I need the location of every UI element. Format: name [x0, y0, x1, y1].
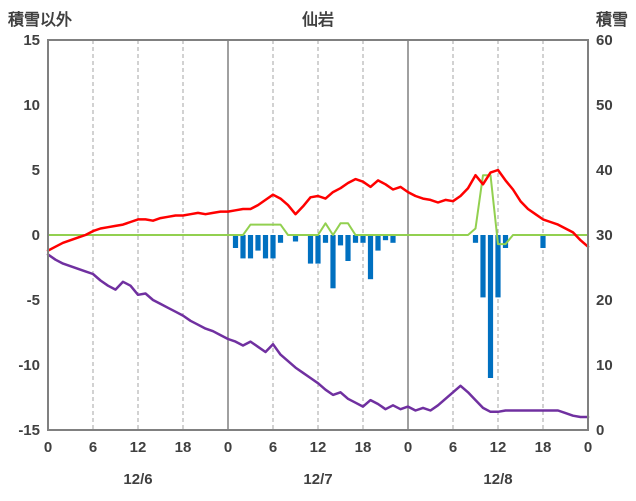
- y-right-tick-label: 60: [596, 32, 613, 49]
- blue_bars-bar: [502, 235, 509, 248]
- blue_bars-bar: [240, 235, 246, 259]
- green_line: [47, 174, 589, 246]
- y-left-tick-label: -5: [27, 292, 40, 309]
- x-hour-tick-label: 12: [310, 439, 327, 456]
- blue_bars-bar: [540, 235, 546, 248]
- y-left-tick-label: 15: [23, 32, 40, 49]
- purple_line: [46, 253, 590, 419]
- y-right-tick-label: 20: [596, 292, 613, 309]
- blue_bars-bar: [352, 235, 359, 243]
- blue_bars-bar: [390, 235, 396, 243]
- x-day-label: 12/6: [123, 471, 152, 488]
- x-hour-tick-label: 6: [449, 439, 457, 456]
- chart-title: 仙岩: [301, 12, 335, 29]
- blue_bars-bar: [337, 235, 344, 246]
- blue_bars-bar: [472, 235, 479, 243]
- blue_bars-bar: [307, 235, 314, 264]
- x-day-label: 12/8: [483, 471, 512, 488]
- blue_bars-bar: [480, 235, 486, 298]
- x-hour-tick-label: 6: [269, 439, 277, 456]
- blue_bars-bar: [292, 235, 299, 242]
- plot-border: [47, 39, 589, 431]
- blue_bars-bar: [315, 235, 321, 264]
- blue_bars-bar: [270, 235, 276, 259]
- blue_bars-bar: [375, 235, 381, 251]
- blue_bars-bar: [487, 235, 494, 378]
- y-right-tick-label: 30: [596, 227, 613, 244]
- y-left-tick-label: 10: [23, 97, 40, 114]
- right-axis-title: 積雪: [595, 12, 628, 29]
- y-left-tick-label: -10: [18, 357, 40, 374]
- blue_bars-bar: [345, 235, 351, 261]
- x-hour-tick-label: 18: [535, 439, 552, 456]
- y-right-tick-label: 40: [596, 162, 613, 179]
- y-right-tick-label: 0: [596, 422, 604, 439]
- x-hour-tick-label: 0: [584, 439, 592, 456]
- blue_bars-bar: [262, 235, 269, 259]
- x-hour-tick-label: 0: [44, 439, 52, 456]
- x-hour-tick-label: 0: [224, 439, 232, 456]
- blue_bars-bar: [382, 235, 389, 241]
- blue_bars-bar: [367, 235, 374, 280]
- y-left-tick-label: 0: [32, 227, 40, 244]
- x-hour-tick-label: 18: [355, 439, 372, 456]
- red_line: [46, 168, 590, 252]
- left-axis-title: 積雪以外: [8, 12, 73, 29]
- blue_bars-bar: [232, 235, 239, 248]
- blue_bars-bar: [322, 235, 329, 243]
- blue_bars-bar: [247, 235, 254, 259]
- blue_bars-bar: [277, 235, 284, 243]
- y-right-tick-label: 10: [596, 357, 613, 374]
- blue_bars-bar: [360, 235, 366, 243]
- blue_bars-bar: [255, 235, 261, 251]
- y-left-tick-label: -15: [18, 422, 40, 439]
- x-hour-tick-label: 18: [175, 439, 192, 456]
- x-hour-tick-label: 12: [130, 439, 147, 456]
- blue_bars-bar: [330, 235, 336, 289]
- x-day-label: 12/7: [303, 471, 332, 488]
- x-hour-tick-label: 12: [490, 439, 507, 456]
- blue_bars-bar: [495, 235, 501, 298]
- y-left-tick-label: 5: [32, 162, 40, 179]
- x-hour-tick-label: 6: [89, 439, 97, 456]
- x-hour-tick-label: 0: [404, 439, 412, 456]
- y-right-tick-label: 50: [596, 97, 613, 114]
